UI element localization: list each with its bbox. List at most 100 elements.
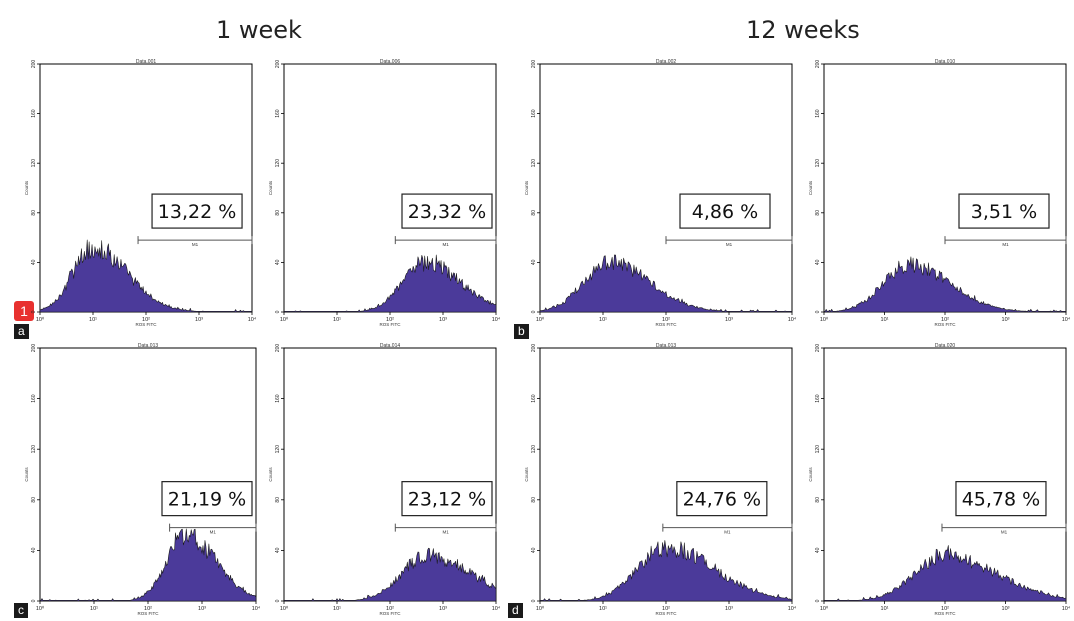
- y-axis-label: Counts: [524, 467, 529, 482]
- plot-title: Data.014: [380, 343, 401, 349]
- plot-frame: [539, 63, 793, 313]
- x-axis-label: ROS FITC: [138, 611, 160, 616]
- y-tick-label: 80: [31, 210, 37, 216]
- y-tick-label: 80: [531, 497, 537, 503]
- x-tick-label: 10⁴: [252, 605, 261, 612]
- y-tick-label: 160: [275, 109, 281, 118]
- x-axis-label: ROS FITC: [380, 322, 402, 327]
- y-tick-label: 200: [31, 344, 37, 353]
- y-tick-label: 120: [815, 159, 821, 168]
- x-tick-label: 10²: [662, 317, 670, 323]
- y-tick-label: 120: [31, 159, 37, 168]
- y-tick-label: 40: [275, 259, 281, 265]
- histogram-d-left: Data.013 10⁰ 10¹ 10² 10³ 10⁴ ROS FITC 0 40 80 120 1…: [524, 342, 800, 617]
- percent-box: [955, 481, 1047, 517]
- gate-percent-label: 4,86 %: [692, 201, 758, 223]
- y-tick-label: 120: [815, 445, 821, 454]
- y-tick-label: 40: [275, 547, 281, 553]
- histogram-area: [823, 256, 1067, 313]
- x-tick-label: 10⁴: [248, 316, 257, 323]
- x-tick-label: 10¹: [881, 606, 889, 612]
- gate-percent-label: 21,19 %: [168, 489, 247, 511]
- histogram-svg: Data.002 10⁰ 10¹ 10² 10³ 10⁴ ROS FITC 0 40 80 120 1…: [524, 59, 797, 327]
- histogram-area: [823, 545, 1067, 602]
- x-tick-label: 10³: [439, 606, 447, 612]
- y-tick-label: 0: [531, 599, 537, 602]
- y-tick-label: 80: [275, 210, 281, 216]
- y-tick-label: 200: [275, 60, 281, 69]
- y-axis-label: Counts: [524, 180, 529, 195]
- histogram-area: [39, 528, 257, 602]
- gate-label: M1: [443, 530, 450, 535]
- y-axis-label: Counts: [808, 180, 813, 195]
- percent-box: [151, 193, 243, 229]
- y-tick-label: 40: [815, 547, 821, 553]
- percent-box: [958, 193, 1050, 229]
- plot-frame: [39, 347, 257, 602]
- histogram-svg: Data.006 10⁰ 10¹ 10² 10³ 10⁴ ROS FITC 0 40 80 120 1…: [268, 59, 501, 327]
- y-tick-label: 0: [275, 599, 281, 602]
- x-tick-label: 10¹: [333, 317, 341, 323]
- y-tick-label: 40: [531, 259, 537, 265]
- plot-title: Data.001: [136, 59, 157, 65]
- y-tick-label: 0: [31, 310, 37, 313]
- panel-tag-b: b: [514, 324, 529, 339]
- x-tick-label: 10⁴: [1062, 316, 1071, 323]
- x-tick-label: 10⁰: [536, 316, 545, 323]
- histogram-area: [39, 239, 253, 313]
- y-tick-label: 0: [531, 310, 537, 313]
- y-tick-label: 0: [275, 310, 281, 313]
- x-tick-label: 10⁴: [492, 316, 501, 323]
- y-tick-label: 160: [531, 394, 537, 403]
- y-tick-label: 40: [31, 547, 37, 553]
- y-tick-label: 200: [531, 60, 537, 69]
- histogram-c-left: Data.013 10⁰ 10¹ 10² 10³ 10⁴ ROS FITC 0 40 80 120 1…: [24, 342, 264, 617]
- y-tick-label: 0: [815, 310, 821, 313]
- x-tick-label: 10⁴: [788, 605, 797, 612]
- x-tick-label: 10²: [941, 317, 949, 323]
- histogram-c-right: Data.014 10⁰ 10¹ 10² 10³ 10⁴ ROS FITC 0 40 80 120 1…: [268, 342, 504, 617]
- histogram-svg: Data.020 10⁰ 10¹ 10² 10³ 10⁴ ROS FITC 0 40 80 120 1…: [808, 343, 1071, 616]
- gate-label: M1: [192, 242, 199, 247]
- y-axis-label: Counts: [268, 180, 273, 195]
- gate-label: M1: [443, 242, 450, 247]
- x-tick-label: 10³: [439, 317, 447, 323]
- histogram-svg: Data.013 10⁰ 10¹ 10² 10³ 10⁴ ROS FITC 0 40 80 120 1…: [24, 343, 261, 616]
- y-tick-label: 80: [31, 497, 37, 503]
- y-tick-label: 160: [31, 394, 37, 403]
- x-tick-label: 10²: [941, 606, 949, 612]
- x-tick-label: 10¹: [89, 317, 97, 323]
- y-tick-label: 40: [31, 259, 37, 265]
- panel-tag-a: a: [14, 324, 29, 339]
- plot-title: Data.006: [380, 59, 401, 65]
- percent-box: [676, 481, 768, 517]
- histogram-b-right: Data.010 10⁰ 10¹ 10² 10³ 10⁴ ROS FITC 0 40 80 120 1…: [808, 58, 1074, 328]
- y-tick-label: 40: [815, 259, 821, 265]
- histogram-area: [283, 547, 497, 602]
- x-tick-label: 10⁴: [492, 605, 501, 612]
- x-tick-label: 10⁰: [820, 316, 829, 323]
- x-tick-label: 10⁰: [536, 605, 545, 612]
- figure-marker: 1: [14, 301, 34, 321]
- x-tick-label: 10¹: [881, 317, 889, 323]
- x-tick-label: 10¹: [90, 606, 98, 612]
- x-tick-label: 10⁰: [280, 605, 289, 612]
- y-tick-label: 120: [275, 445, 281, 454]
- histogram-a-right: Data.006 10⁰ 10¹ 10² 10³ 10⁴ ROS FITC 0 40 80 120 1…: [268, 58, 504, 328]
- x-tick-label: 10²: [144, 606, 152, 612]
- x-axis-label: ROS FITC: [935, 322, 957, 327]
- y-tick-label: 0: [31, 599, 37, 602]
- plot-frame: [283, 347, 497, 602]
- y-tick-label: 200: [815, 344, 821, 353]
- x-tick-label: 10²: [386, 317, 394, 323]
- y-axis-label: Counts: [24, 467, 29, 482]
- gate-percent-label: 23,32 %: [408, 201, 487, 223]
- y-tick-label: 120: [531, 159, 537, 168]
- header-1-week: 1 week: [216, 16, 302, 44]
- x-axis-label: ROS FITC: [380, 611, 402, 616]
- y-tick-label: 120: [275, 159, 281, 168]
- x-tick-label: 10²: [662, 606, 670, 612]
- percent-box: [401, 481, 493, 517]
- x-tick-label: 10⁴: [1062, 605, 1071, 612]
